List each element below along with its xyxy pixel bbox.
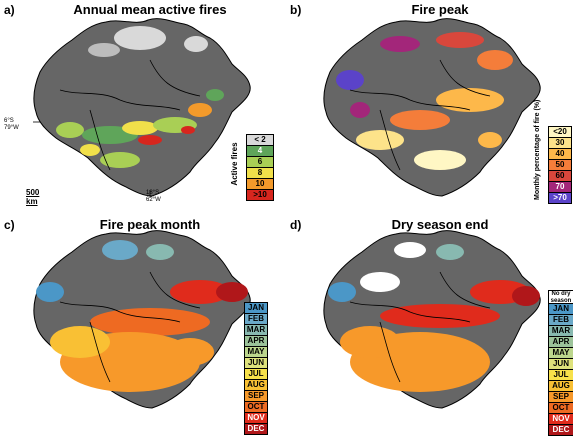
legend-entry: 60 [549, 171, 571, 182]
panel-label-c: c) [4, 218, 15, 232]
legend-entry: APR [549, 337, 573, 348]
south-coordinate: 18°S 62°W [146, 190, 161, 203]
legend-entry: >70 [549, 193, 571, 203]
map-c [33, 230, 251, 409]
panel-title-b: Fire peak [411, 2, 469, 17]
legend-entry: AUG [549, 381, 573, 392]
legend-entry: >10 [247, 190, 273, 200]
legend-b: <20 30 40 50 60 70 >70 [548, 126, 572, 204]
legend-entry: 8 [247, 168, 273, 179]
legend-entry: APR [245, 336, 267, 347]
legend-entry: JUN [245, 358, 267, 369]
legend-entry: JUL [245, 369, 267, 380]
map-b [323, 18, 541, 197]
legend-title-b: Monthly percentage of fire (%) [534, 99, 541, 200]
peak-patches-b [336, 32, 513, 170]
legend-entry: < 2 [247, 135, 273, 146]
legend-entry: SEP [245, 391, 267, 402]
panel-title-a: Annual mean active fires [73, 2, 227, 17]
month-patches-d [328, 242, 540, 392]
legend-entry: MAR [549, 326, 573, 337]
panel-label-b: b) [290, 3, 302, 17]
legend-entry: JAN [245, 303, 267, 314]
legend-entry: 6 [247, 157, 273, 168]
legend-entry: DEC [245, 424, 267, 434]
legend-a: < 2 4 6 8 10 >10 [246, 134, 274, 201]
legend-entry: 30 [549, 138, 571, 149]
legend-entry: 50 [549, 160, 571, 171]
legend-entry: OCT [549, 403, 573, 414]
legend-entry: JUN [549, 359, 573, 370]
panel-label-d: d) [290, 218, 302, 232]
legend-entry: 40 [549, 149, 571, 160]
legend-entry: AUG [245, 380, 267, 391]
legend-entry: MAY [245, 347, 267, 358]
legend-entry: JAN [549, 304, 573, 315]
legend-entry: DEC [549, 425, 573, 435]
legend-entry: JUL [549, 370, 573, 381]
map-a [33, 18, 251, 198]
legend-entry: 4 [247, 146, 273, 157]
legend-entry: <20 [549, 127, 571, 138]
legend-entry: OCT [245, 402, 267, 413]
panel-title-c: Fire peak month [99, 217, 201, 232]
west-coordinate: 6°S 79°W [4, 118, 19, 131]
legend-entry: SEP [549, 392, 573, 403]
legend-c: JAN FEB MAR APR MAY JUN JUL AUG SEP OCT NOV DEC [244, 302, 268, 435]
legend-d: JAN FEB MAR APR MAY JUN JUL AUG SEP OCT NOV DEC [548, 303, 573, 436]
legend-entry: 10 [247, 179, 273, 190]
scale-bar: 500 km [26, 188, 40, 206]
panel-title-d: Dry season end [391, 217, 489, 232]
legend-entry: FEB [549, 315, 573, 326]
legend-entry: 70 [549, 182, 571, 193]
legend-title-a: Active fires [230, 142, 239, 186]
panel-label-a: a) [4, 3, 15, 17]
legend-entry: FEB [245, 314, 267, 325]
month-patches-c [36, 240, 248, 392]
light-patches-a [88, 26, 208, 57]
legend-entry: MAR [245, 325, 267, 336]
legend-entry: MAY [549, 348, 573, 359]
map-d [323, 230, 541, 409]
legend-entry: NOV [245, 413, 267, 424]
tick-marks-a [33, 121, 151, 198]
legend-entry: NOV [549, 414, 573, 425]
fire-patches-a [56, 89, 224, 168]
